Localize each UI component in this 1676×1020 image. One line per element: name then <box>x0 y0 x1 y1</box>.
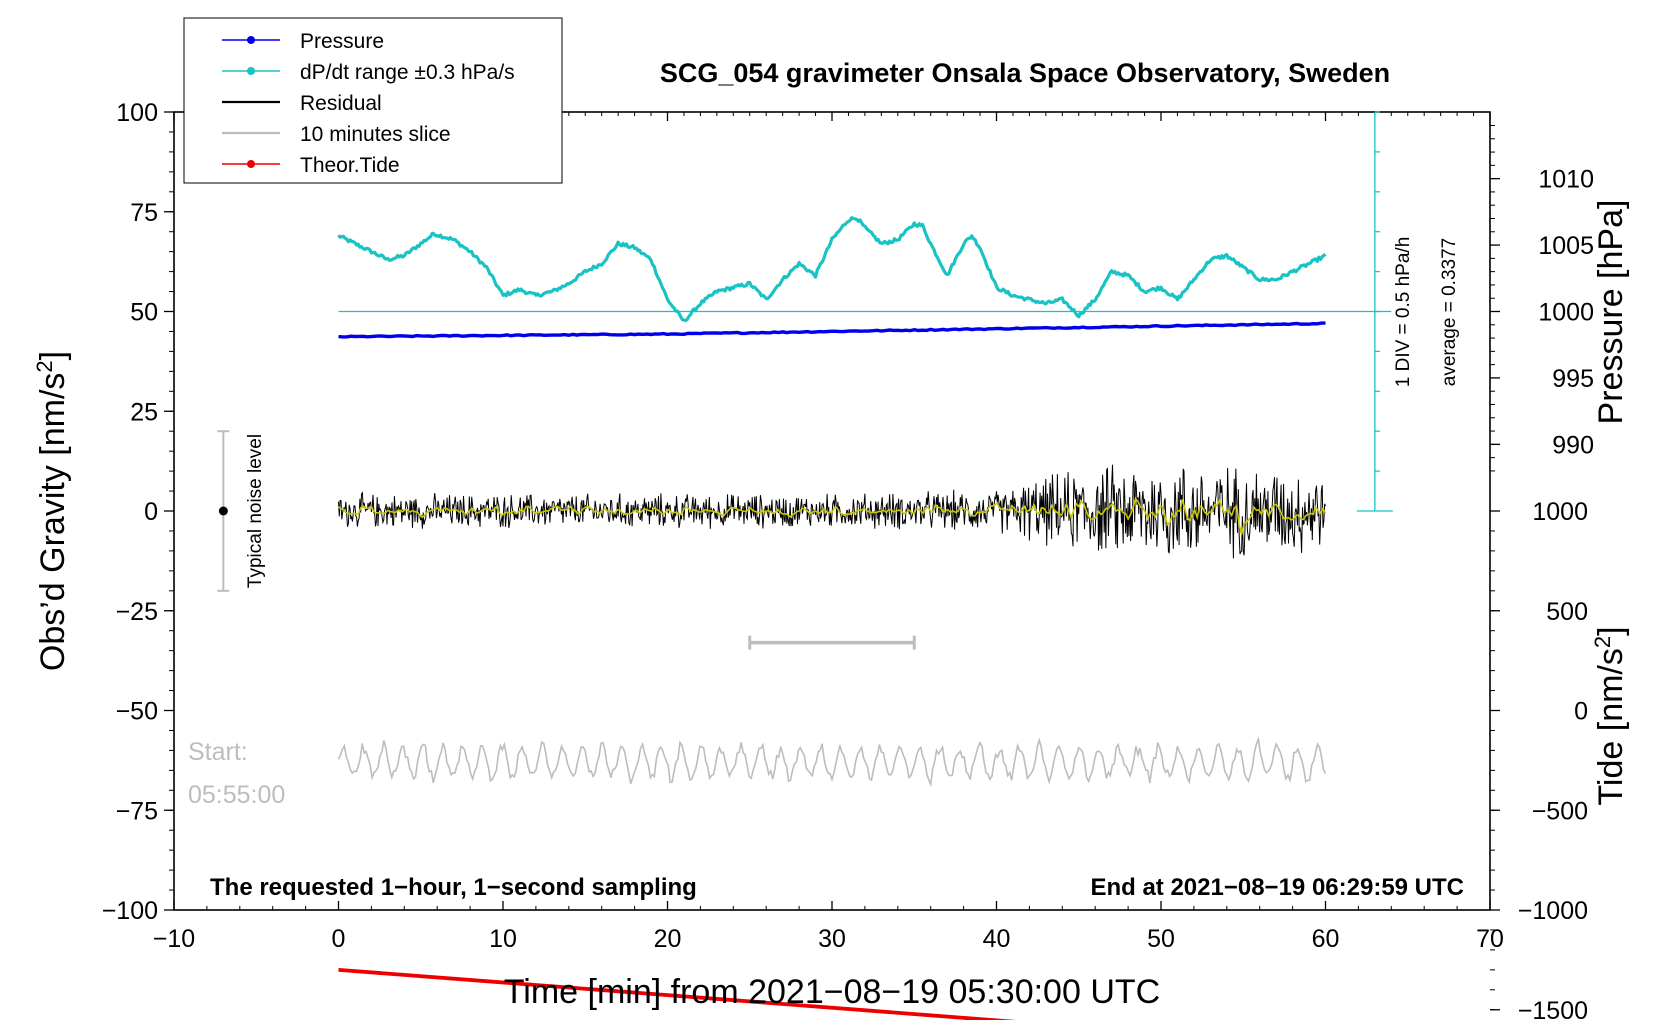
y-tick-label: 0 <box>144 498 158 526</box>
pressure-tick-label: 990 <box>1552 431 1594 459</box>
x-tick-label: 10 <box>489 925 517 953</box>
legend-marker-dpdt <box>247 67 255 75</box>
residual-smoothed-line <box>337 496 1327 535</box>
y-tick-label: −25 <box>116 598 158 626</box>
start-time-label: 05:55:00 <box>188 781 285 809</box>
x-tick-label: 50 <box>1147 925 1175 953</box>
pressure-tick-label: 995 <box>1552 365 1594 393</box>
noise-level-label: Typical noise level <box>245 434 266 588</box>
chart-series <box>217 111 1393 1020</box>
legend: Pressure dP/dt range ±0.3 hPa/s Residual… <box>183 17 563 184</box>
x-tick-label: 70 <box>1476 925 1504 953</box>
slice-line <box>337 736 1327 788</box>
legend-label-pressure: Pressure <box>300 30 384 53</box>
x-axis-title: Time [min] from 2021−08−19 05:30:00 UTC <box>504 973 1160 1011</box>
legend-box <box>183 17 563 184</box>
tide-tick-label: −1000 <box>1518 897 1588 925</box>
x-tick-label: 40 <box>983 925 1011 953</box>
pressure-line <box>338 321 1326 339</box>
scale-bar-label-average: average = 0.3377 <box>1439 238 1460 386</box>
tide-axis-title: Tide [nm/s2] <box>1590 626 1630 805</box>
pressure-tick-label: 1005 <box>1538 232 1594 260</box>
residual-line <box>338 464 1326 559</box>
x-tick-label: 0 <box>332 925 346 953</box>
end-time-note: End at 2021−08−19 06:29:59 UTC <box>1090 874 1464 901</box>
x-tick-label: 60 <box>1312 925 1340 953</box>
y-tick-label: 100 <box>116 99 158 127</box>
chart-title: SCG_054 gravimeter Onsala Space Observat… <box>660 58 1390 88</box>
y-tick-label: 25 <box>130 398 158 426</box>
tide-tick-label: 1000 <box>1532 498 1588 526</box>
tide-tick-label: 500 <box>1546 598 1588 626</box>
legend-marker-pressure <box>247 36 255 44</box>
tide-tick-label: −1500 <box>1518 997 1588 1020</box>
legend-label-dpdt: dP/dt range ±0.3 hPa/s <box>300 61 515 84</box>
x-tick-label: −10 <box>153 925 195 953</box>
axis-ticks: −10 0 10 20 30 40 50 60 701007550250−25−50−75−10… <box>102 99 1594 1020</box>
legend-marker-tide <box>247 160 255 168</box>
tide-tick-label: −500 <box>1532 797 1588 825</box>
y-tick-label: −75 <box>116 797 158 825</box>
legend-label-tide: Theor.Tide <box>300 154 400 177</box>
dpdt-line <box>337 216 1327 323</box>
x-tick-label: 20 <box>654 925 682 953</box>
legend-label-residual: Residual <box>300 92 382 115</box>
scale-bar-label-div: 1 DIV = 0.5 hPa/h <box>1393 237 1414 388</box>
noise-bar-center <box>218 506 228 516</box>
x-tick-label: 30 <box>818 925 846 953</box>
y-tick-label: −50 <box>116 698 158 726</box>
pressure-axis-title: Pressure [hPa] <box>1592 200 1630 425</box>
start-label: Start: <box>188 738 248 766</box>
y-axis-title: Obs’d Gravity [nm/s2] <box>32 351 72 671</box>
pressure-tick-label: 1000 <box>1538 299 1594 327</box>
tide-tick-label: 0 <box>1574 698 1588 726</box>
y-tick-label: −100 <box>102 897 158 925</box>
y-tick-label: 75 <box>130 199 158 227</box>
sampling-note: The requested 1−hour, 1−second sampling <box>210 874 697 901</box>
tide-line <box>338 967 1017 1020</box>
y-tick-label: 50 <box>130 299 158 327</box>
legend-label-slice: 10 minutes slice <box>300 123 451 146</box>
pressure-tick-label: 1010 <box>1538 166 1594 194</box>
